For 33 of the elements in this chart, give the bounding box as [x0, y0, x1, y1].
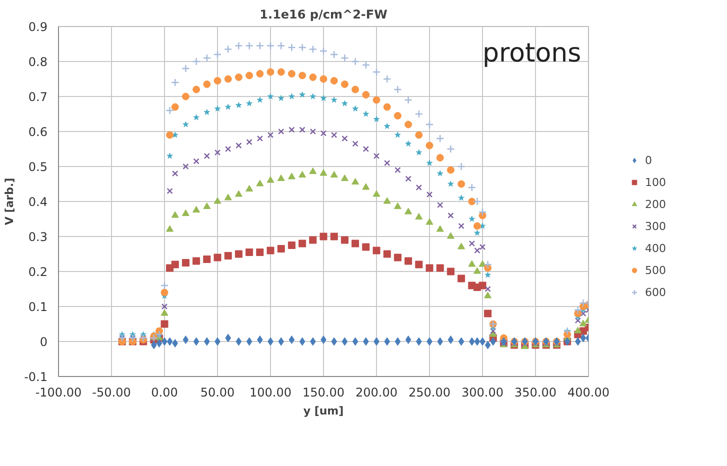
- y-tick-label: 0.1: [28, 300, 48, 314]
- x-tick-label: 100.00: [250, 386, 292, 400]
- y-tick-label: 0.7: [28, 90, 48, 104]
- legend-label: 300: [645, 220, 666, 232]
- legend-label: 600: [645, 286, 666, 298]
- legend-label: 0: [645, 154, 653, 166]
- x-tick-label: 400.00: [568, 386, 610, 400]
- legend-label: 200: [645, 198, 666, 210]
- legend-label: 400: [645, 242, 666, 254]
- y-tick-label: 0.5: [28, 160, 48, 174]
- x-tick-label: 300.00: [462, 386, 504, 400]
- y-tick-label: 0.8: [28, 55, 48, 69]
- x-tick-label: 250.00: [408, 386, 451, 400]
- annotation: protons: [482, 38, 582, 68]
- x-tick-label: 0.00: [151, 386, 178, 400]
- x-axis-title: y [um]: [303, 404, 344, 418]
- x-tick-label: 50.00: [200, 386, 235, 400]
- legend-label: 100: [645, 176, 666, 188]
- y-tick-label: 0.9: [28, 20, 48, 34]
- y-tick-label: 0.2: [28, 265, 48, 279]
- x-tick-label: -100.00: [35, 386, 82, 400]
- x-tick-label: -50.00: [92, 386, 131, 400]
- x-tick-label: 200.00: [356, 386, 398, 400]
- x-tick-label: 350.00: [514, 386, 557, 400]
- legend-label: 500: [645, 264, 666, 276]
- y-tick-label: 0.6: [28, 125, 48, 139]
- y-tick-label: 0.4: [28, 195, 48, 209]
- y-tick-label: -0.1: [24, 370, 48, 384]
- x-tick-label: 150.00: [302, 386, 345, 400]
- y-tick-label: 0: [40, 335, 48, 349]
- y-axis-title: V [arb.]: [3, 178, 16, 226]
- chart-title: 1.1e16 p/cm^2-FW: [260, 8, 388, 22]
- y-tick-label: 0.3: [28, 230, 48, 244]
